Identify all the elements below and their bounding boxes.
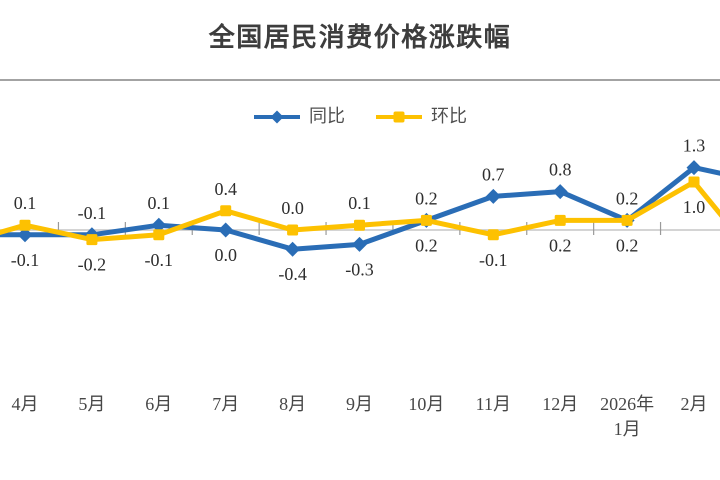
x-axis-label: 1月 <box>614 419 641 439</box>
data-label: -0.4 <box>278 264 307 284</box>
data-point-square <box>420 214 432 226</box>
data-point-square <box>487 229 499 241</box>
x-axis-label: 2月 <box>681 394 708 414</box>
data-point-diamond <box>285 241 301 257</box>
x-axis-label: 8月 <box>279 394 306 414</box>
data-label: 0.2 <box>415 235 438 255</box>
data-point-square <box>287 224 299 236</box>
data-label: -0.1 <box>145 250 174 270</box>
x-axis-label: 4月 <box>12 394 39 414</box>
data-label: 0.1 <box>148 193 171 213</box>
legend-item-tongbi: 同比 <box>253 107 345 127</box>
chart-legend: 同比 环比 <box>0 107 720 127</box>
data-point-diamond <box>17 227 33 243</box>
data-point-diamond <box>686 160 702 176</box>
x-axis-label: 7月 <box>212 394 239 414</box>
data-point-square <box>86 234 98 246</box>
data-label: 0.2 <box>616 235 639 255</box>
legend-item-huanbi: 环比 <box>375 107 467 127</box>
data-point-square <box>554 214 566 226</box>
data-label: 0.1 <box>348 193 371 213</box>
data-point-square <box>19 219 31 231</box>
legend-label-huanbi: 环比 <box>431 106 467 126</box>
data-label: 0.7 <box>482 164 505 184</box>
chart-top-border <box>0 79 720 81</box>
data-label: 1.3 <box>683 136 706 156</box>
data-point-square <box>621 214 633 226</box>
x-axis-label: 9月 <box>346 394 373 414</box>
data-point-square <box>153 229 165 241</box>
data-label: 0.0 <box>281 198 304 218</box>
legend-marker-huanbi-line-square <box>376 111 422 123</box>
data-label: 0.4 <box>214 179 237 199</box>
x-axis-label: 12月 <box>542 394 578 414</box>
data-point-square <box>220 205 232 217</box>
data-label: -0.1 <box>78 203 107 223</box>
x-axis-label: 10月 <box>408 394 444 414</box>
legend-marker-tongbi-line-diamond <box>254 110 300 124</box>
legend-label-tongbi: 同比 <box>309 106 345 126</box>
x-axis-label: 6月 <box>145 394 172 414</box>
data-label: -0.1 <box>479 250 508 270</box>
data-label: -0.1 <box>11 250 40 270</box>
data-label: 1.0 <box>683 197 706 217</box>
x-axis-label: 2026年 <box>600 394 654 414</box>
data-label: -0.2 <box>78 255 107 275</box>
data-label: 0.1 <box>14 193 37 213</box>
data-label: 0.2 <box>549 235 572 255</box>
data-point-square <box>354 219 365 231</box>
data-point-diamond <box>552 184 568 200</box>
data-label: 0.8 <box>549 160 572 180</box>
data-point-diamond <box>485 188 501 204</box>
data-point-square <box>688 176 700 188</box>
x-axis-label: 11月 <box>476 394 511 414</box>
data-label: 0.0 <box>214 245 237 265</box>
data-label: -0.3 <box>345 259 374 279</box>
chart-title: 全国居民消费价格涨跌幅 <box>208 22 512 52</box>
data-point-diamond <box>352 236 367 252</box>
x-axis-label: 5月 <box>78 394 105 414</box>
data-point-diamond <box>218 222 234 238</box>
data-label: 0.2 <box>616 188 639 208</box>
data-point-diamond <box>151 217 167 233</box>
data-label: 0.2 <box>415 188 438 208</box>
